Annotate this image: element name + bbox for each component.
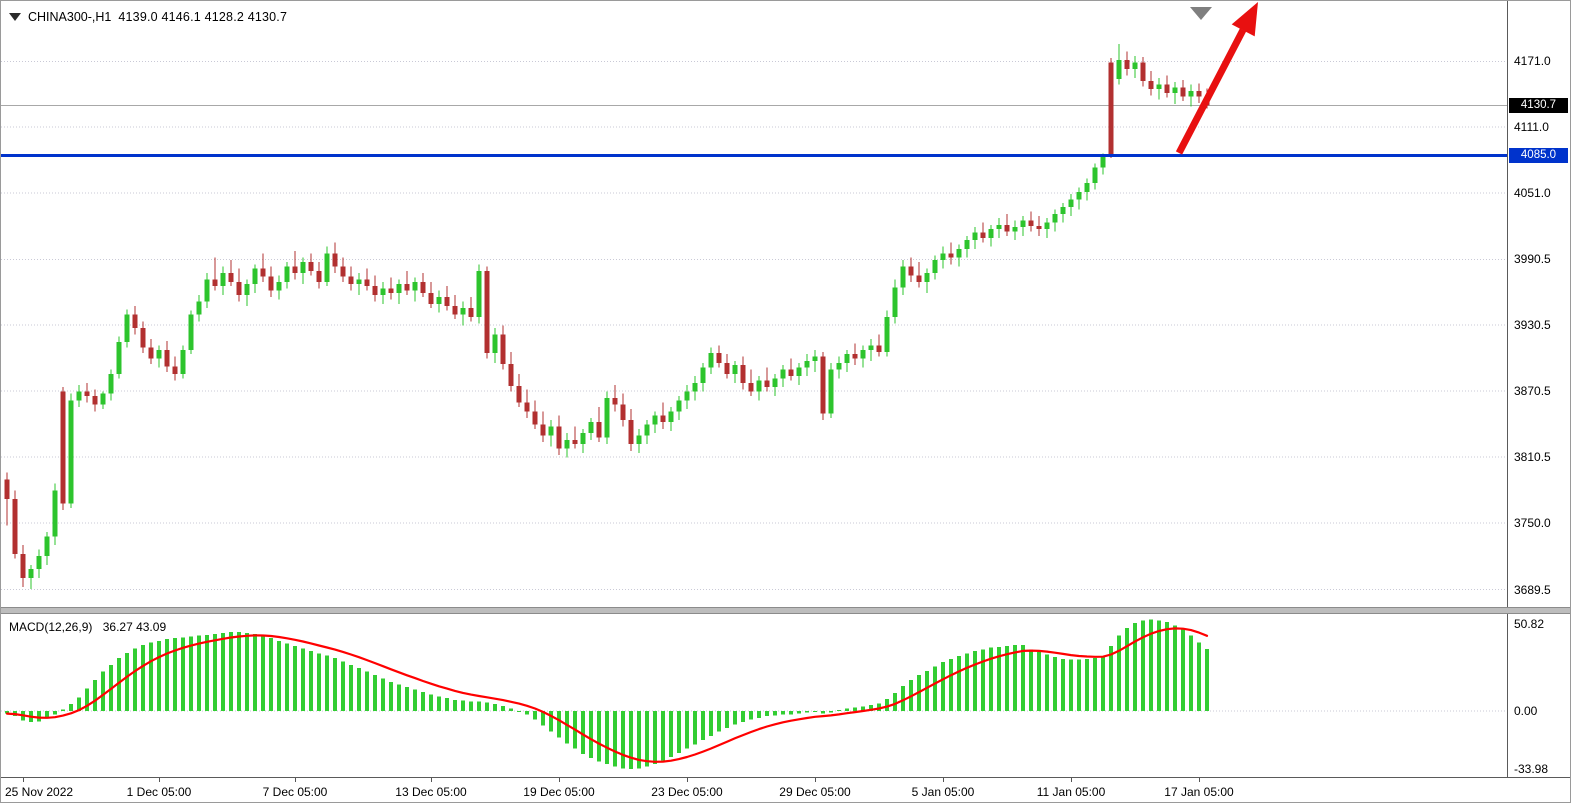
- time-axis-label: 13 Dec 05:00: [395, 785, 467, 799]
- price-axis-label: 3750.0: [1514, 516, 1551, 531]
- time-axis-label: 5 Jan 05:00: [911, 785, 975, 799]
- symbol-dropdown-icon[interactable]: [9, 13, 21, 21]
- macd-name: MACD(12,26,9): [9, 620, 93, 634]
- trend-arrow[interactable]: [1175, 2, 1258, 155]
- macd-panel-canvas[interactable]: [1, 614, 1507, 777]
- price-axis-label: 4051.0: [1514, 185, 1551, 200]
- symbol-timeframe-label: CHINA300-,H1: [28, 10, 112, 24]
- price-axis-label: 3930.5: [1514, 318, 1551, 333]
- chart-title: CHINA300-,H1 4139.0 4146.1 4128.2 4130.7: [9, 9, 287, 25]
- time-tick: [23, 778, 24, 782]
- time-tick: [1199, 778, 1200, 782]
- time-tick: [295, 778, 296, 782]
- macd-indicator-label: MACD(12,26,9) 36.27 43.09: [9, 620, 166, 634]
- macd-axis-label: 0.00: [1514, 704, 1538, 718]
- macd-axis-label: 50.82: [1514, 616, 1545, 631]
- price-axis-label: 3810.5: [1514, 449, 1551, 464]
- macd-values: 36.27 43.09: [102, 620, 167, 634]
- macd-axis-label: -33.98: [1514, 762, 1549, 777]
- time-tick: [687, 778, 688, 782]
- time-tick: [815, 778, 816, 782]
- price-gridlines: [1, 60, 1507, 591]
- time-tick: [943, 778, 944, 782]
- triangle-marker-icon[interactable]: [1190, 7, 1212, 20]
- time-axis-label: 23 Dec 05:00: [651, 785, 723, 799]
- time-axis-label: 17 Jan 05:00: [1164, 785, 1234, 799]
- time-tick: [159, 778, 160, 782]
- macd-signal-line: [5, 627, 1209, 763]
- price-axis[interactable]: 4171.0 4111.0 4051.0 3990.5 3930.5 3870.5 3810…: [1507, 1, 1570, 777]
- price-axis-label: 3689.5: [1514, 582, 1551, 597]
- time-tick: [559, 778, 560, 782]
- current-price-badge: 4130.7: [1509, 98, 1568, 114]
- hline-price-badge: 4085.0: [1509, 148, 1568, 164]
- time-tick: [431, 778, 432, 782]
- price-chart-canvas[interactable]: [1, 1, 1507, 607]
- candlestick-series: [4, 43, 1210, 589]
- time-axis-label: 11 Jan 05:00: [1036, 785, 1106, 799]
- price-axis-label: 4171.0: [1514, 54, 1551, 69]
- time-axis-label: 1 Dec 05:00: [126, 785, 192, 799]
- time-axis-label: 19 Dec 05:00: [523, 785, 595, 799]
- time-axis[interactable]: 25 Nov 2022 1 Dec 05:00 7 Dec 05:00 13 Dec …: [1, 777, 1570, 802]
- time-axis-label: 29 Dec 05:00: [779, 785, 851, 799]
- panel-separator[interactable]: [1, 607, 1570, 614]
- ohlc-readout: 4139.0 4146.1 4128.2 4130.7: [118, 10, 288, 24]
- time-tick: [1071, 778, 1072, 782]
- time-axis-label: 25 Nov 2022: [5, 785, 74, 799]
- time-axis-label: 7 Dec 05:00: [262, 785, 328, 799]
- price-axis-label: 3990.5: [1514, 252, 1551, 267]
- price-axis-label: 4111.0: [1514, 120, 1549, 135]
- macd-histogram: [5, 619, 1209, 770]
- price-axis-label: 3870.5: [1514, 383, 1551, 398]
